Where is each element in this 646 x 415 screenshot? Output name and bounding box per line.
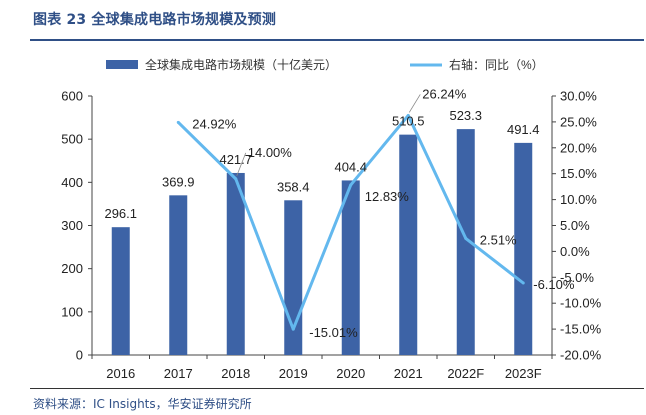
yoy-value-label: 2.51%: [480, 232, 517, 247]
x-tick-label: 2023F: [505, 366, 542, 381]
bar: [226, 172, 245, 355]
right-tick-label: 10.0%: [560, 192, 597, 207]
bar: [399, 134, 418, 355]
yoy-value-label: -15.01%: [309, 325, 358, 340]
figure-title: 图表 23 全球集成电路市场规模及预测: [33, 12, 277, 28]
bar: [341, 180, 360, 355]
data-labels: 296.1 369.9 421.7 358.4 404.4 510.5 523.3 491.4…: [104, 86, 574, 340]
left-tick-label: 200: [61, 261, 83, 276]
bar: [169, 195, 188, 355]
right-tick-label: -10.0%: [560, 296, 602, 311]
yoy-point: [521, 281, 525, 285]
x-tick-label: 2017: [164, 366, 193, 381]
label-leader-line: [236, 152, 247, 177]
x-tick-label: 2021: [394, 366, 423, 381]
legend-swatch-bar: [106, 60, 138, 69]
yoy-point: [464, 236, 468, 240]
x-tick-label: 2022F: [447, 366, 484, 381]
x-tick-label: 2018: [221, 366, 250, 381]
legend: 全球集成电路市场规模（十亿美元） 右轴：同比（%）: [106, 57, 544, 72]
title-rule: [30, 39, 644, 41]
right-tick-label: -15.0%: [560, 322, 602, 337]
bar-value-label: 510.5: [392, 114, 425, 129]
left-tick-label: 500: [61, 132, 83, 147]
bar-value-label: 369.9: [162, 174, 195, 189]
chart: 全球集成电路市场规模（十亿美元） 右轴：同比（%） 0 100 200 300 400 50…: [61, 57, 601, 382]
right-tick-label: 15.0%: [560, 166, 597, 181]
bars: [111, 129, 533, 355]
bar: [111, 227, 130, 355]
legend-label-line: 右轴：同比（%）: [449, 57, 544, 72]
label-leader-line: [408, 94, 421, 113]
right-tick-label: -20.0%: [560, 348, 602, 363]
bar: [456, 129, 475, 355]
yoy-value-label: -6.10%: [533, 277, 575, 292]
x-tick-label: 2016: [106, 366, 135, 381]
bar: [284, 200, 303, 355]
bar-value-label: 421.7: [219, 152, 252, 167]
yoy-point: [176, 120, 180, 124]
left-tick-label: 400: [61, 175, 83, 190]
yoy-line: [176, 113, 525, 331]
legend-label-bar: 全球集成电路市场规模（十亿美元）: [145, 57, 337, 72]
bar-value-label: 523.3: [449, 108, 482, 123]
axes: 0 100 200 300 400 500 600 -20.0% -15.0% -10.0% -5.…: [61, 89, 601, 382]
right-tick-label: 30.0%: [560, 89, 597, 104]
bar-value-label: 296.1: [104, 206, 137, 221]
right-tick-label: 0.0%: [560, 244, 590, 259]
yoy-value-label: 14.00%: [248, 145, 293, 160]
x-tick-label: 2019: [279, 366, 308, 381]
bar-value-label: 358.4: [277, 179, 310, 194]
x-tick-label: 2020: [336, 366, 365, 381]
left-tick-label: 300: [61, 218, 83, 233]
right-tick-label: 5.0%: [560, 218, 590, 233]
right-tick-label: 25.0%: [560, 114, 597, 129]
yoy-point: [406, 113, 410, 117]
source-rule: [30, 388, 644, 389]
yoy-value-label: 12.83%: [365, 189, 410, 204]
left-tick-label: 100: [61, 304, 83, 319]
source-note: 资料来源：IC Insights，华安证券研究所: [33, 397, 252, 411]
left-tick-label: 0: [76, 348, 83, 363]
right-tick-label: -5.0%: [560, 270, 594, 285]
left-tick-label: 600: [61, 89, 83, 104]
bar: [514, 142, 533, 355]
yoy-point: [349, 183, 353, 187]
yoy-point: [291, 327, 295, 331]
bar-value-label: 404.4: [334, 159, 367, 174]
right-tick-label: 20.0%: [560, 140, 597, 155]
yoy-point: [234, 177, 238, 181]
yoy-value-label: 26.24%: [422, 86, 467, 101]
bar-value-label: 491.4: [507, 122, 540, 137]
yoy-value-label: 24.92%: [192, 116, 237, 131]
